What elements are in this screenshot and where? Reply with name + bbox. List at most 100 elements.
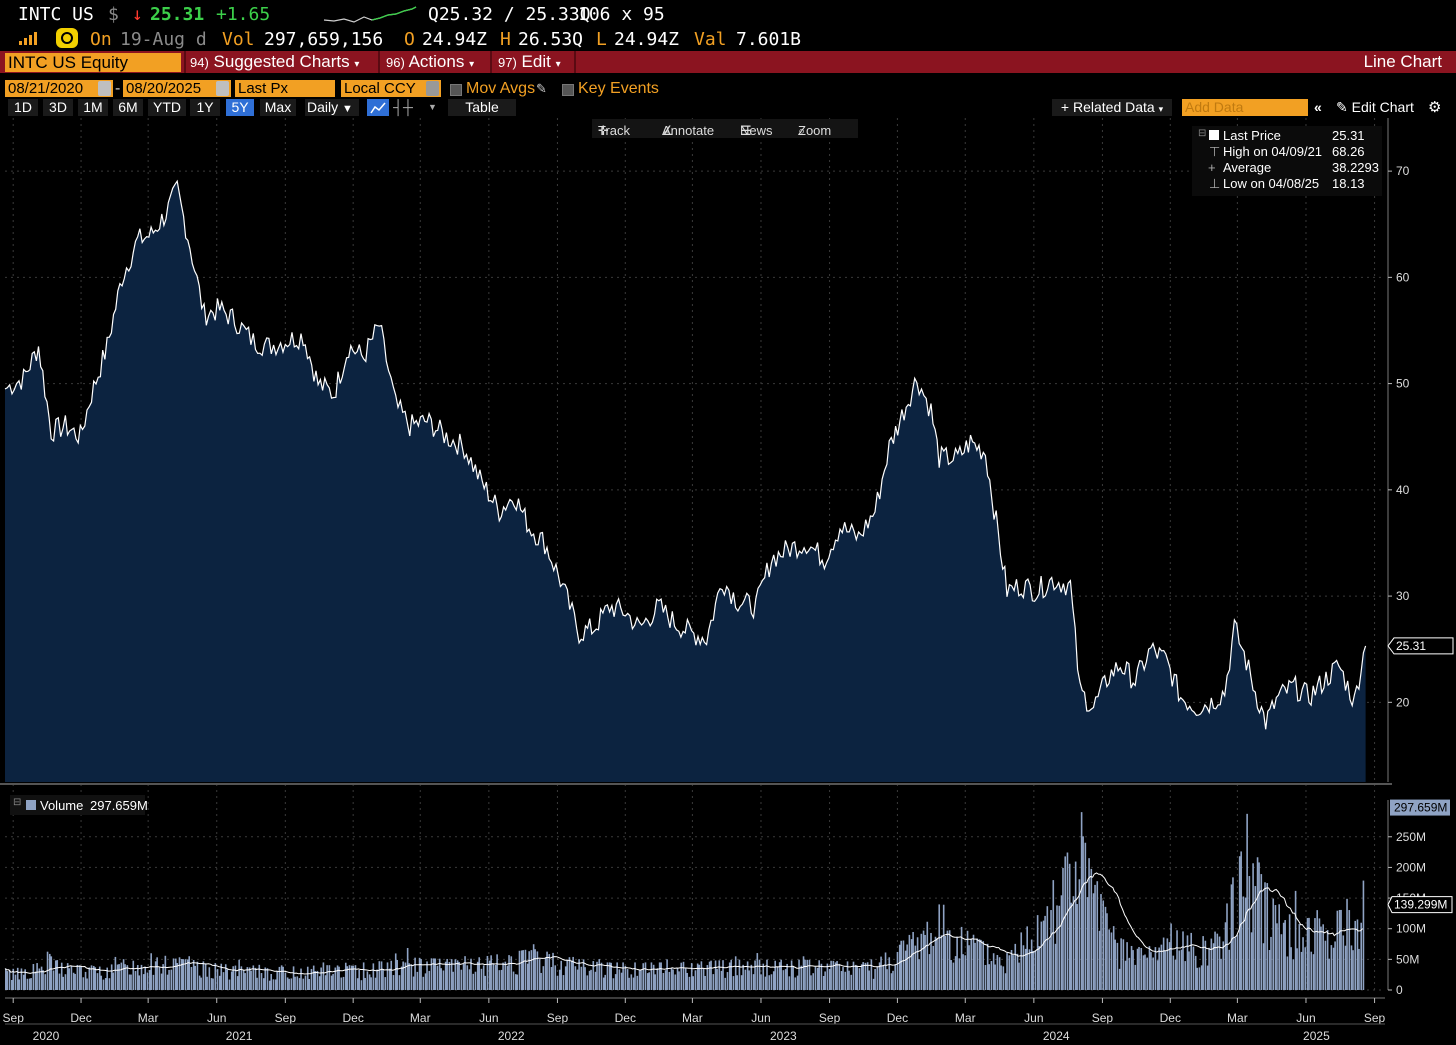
volume-bar [482,965,485,990]
key-events-label[interactable]: Key Events [578,80,659,97]
candle-chart-icon[interactable]: ┤┼ [393,99,413,115]
volume-bar [798,959,800,990]
price-field-select[interactable]: Last Px [235,80,335,97]
current-price-marker [1387,637,1454,655]
volume-bar [154,961,157,990]
volume-bar [1042,920,1045,990]
period-button-5y[interactable]: 5Y [226,99,254,116]
edit-label: Edit [521,52,551,71]
mov-avgs-label[interactable]: Mov Avgs [466,80,536,97]
pencil-icon: ✎ [1336,99,1348,115]
volume-bar [450,959,453,990]
volume-bar [440,968,442,990]
collapse-icon[interactable]: ⊟ [1198,128,1207,139]
period-button-1y[interactable]: 1Y [190,99,220,116]
period-button-6m[interactable]: 6M [113,99,143,116]
add-data-input[interactable]: Add Data [1182,99,1308,116]
price-tick-label: 60 [1396,270,1410,284]
volume-bar [1110,932,1113,990]
volume-bar [724,977,727,990]
volume-bar [1176,930,1178,990]
volume-bar [1018,962,1020,990]
volume-bar [230,971,233,990]
volume-bar [702,968,705,990]
volume-bar [992,953,995,990]
volume-bar [1136,948,1139,990]
volume-bar [320,967,322,990]
volume-bar [316,970,319,990]
volume-bar [1140,947,1143,990]
average-value: 38.2293 [1332,160,1379,175]
ticker-symbol[interactable]: INTC US [18,4,94,25]
volume-bar [458,961,460,990]
pencil-icon[interactable]: ✎ [536,81,547,96]
calendar-icon[interactable] [216,81,229,96]
mov-avgs-checkbox[interactable] [450,84,462,96]
volume-bar [878,962,881,990]
volume-tick-label: 100M [1396,922,1426,936]
volume-bar [1152,957,1154,990]
actions-menu[interactable]: 96) Actions ▾ [386,51,474,73]
edit-chart-button[interactable]: ✎ Edit Chart [1336,99,1428,116]
volume-bar [686,972,689,990]
low-label: L [596,29,607,50]
volume-bar [210,978,213,990]
key-events-checkbox[interactable] [562,84,574,96]
related-data-button[interactable]: + Related Data ▾ [1052,99,1172,116]
volume-bar [774,960,777,990]
currency-select[interactable]: Local CCY [341,80,441,97]
volume-bar [1350,945,1353,990]
volume-bar [282,966,284,990]
volume-bar [410,964,413,990]
volume-bar [366,971,369,990]
volume-bar [1334,941,1336,990]
volume-bar [1230,884,1233,990]
volume-bar [388,968,391,990]
volume-bar [574,966,577,990]
period-button-ytd[interactable]: YTD [148,99,186,116]
volume-bar [1020,932,1023,990]
volume-bar [1268,950,1271,990]
period-button-1d[interactable]: 1D [8,99,38,116]
volume-bar [112,972,114,990]
volume-bar [1026,926,1028,990]
volume-bar [904,950,907,990]
suggested-charts-menu[interactable]: 94) Suggested Charts ▾ [190,51,359,73]
volume-bar [60,962,63,990]
dropdown-caret-icon[interactable] [426,81,439,96]
volume-bar [892,970,894,990]
volume-bar [222,972,225,990]
period-button-max[interactable]: Max [260,99,296,116]
period-button-1m[interactable]: 1M [78,99,108,116]
volume-bar [68,968,70,990]
collapse-icon[interactable]: ⊟ [13,797,22,808]
volume-bar [944,936,946,990]
volume-bar [812,973,815,990]
volume-bar [1260,874,1263,990]
volume-bar [248,967,251,990]
volume-bar [806,959,809,990]
volume-bar [146,972,149,990]
gear-icon[interactable]: ⚙ [1428,99,1442,116]
volume-bar [92,965,95,990]
volume-bar [744,969,747,990]
line-chart-icon[interactable] [367,99,389,116]
year-label: 2023 [770,1029,797,1043]
security-field[interactable]: INTC US Equity [5,53,181,72]
calendar-icon[interactable] [98,81,111,96]
period-button-3d[interactable]: 3D [43,99,73,116]
start-date-field[interactable]: 08/21/2020 [5,80,113,97]
edit-menu[interactable]: 97) Edit ▾ [498,51,561,73]
chart-type-caret-icon[interactable]: ▼ [428,102,437,112]
volume-bar [1234,937,1237,990]
collapse-left-icon[interactable]: « [1314,99,1322,115]
volume-bar [1344,945,1347,990]
table-button[interactable]: Table [448,99,516,116]
frequency-select[interactable]: Daily ▼ [305,99,359,116]
volume-bar [586,975,589,990]
volume-bar [736,975,738,990]
price-volume-chart[interactable]: 20304050607025.31050M100M150M200M250M297… [0,118,1456,1045]
volume-bar [998,957,1001,990]
volume-bar [678,971,680,990]
end-date-field[interactable]: 08/20/2025 [123,80,231,97]
